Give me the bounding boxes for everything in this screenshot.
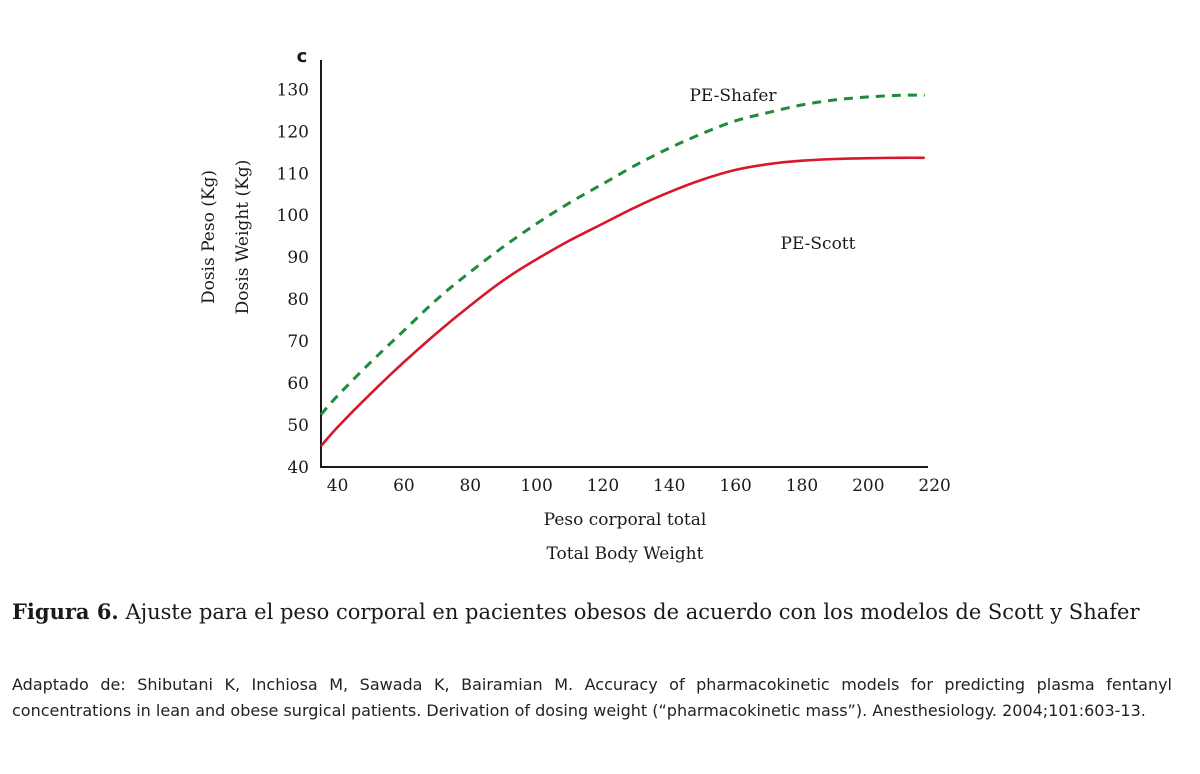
x-tick-label: 180 xyxy=(786,476,818,496)
figure-label: Figura 6. xyxy=(12,599,119,624)
plot-area: c 40 50 60 70 80 90 100 110 120 130 40 60 80 100 120 140… xyxy=(199,46,951,564)
series-label-pe-shafer: PE-Shafer xyxy=(689,86,777,106)
y-tick-label: 110 xyxy=(277,164,309,184)
x-tick-label: 100 xyxy=(520,476,552,496)
x-tick-label: 120 xyxy=(587,476,619,496)
y-tick-label: 80 xyxy=(287,290,309,310)
x-tick-label: 220 xyxy=(918,476,950,496)
source-citation: Adaptado de: Shibutani K, Inchiosa M, Sa… xyxy=(12,675,1172,720)
y-tick-label: 100 xyxy=(277,206,309,226)
y-tick-label: 90 xyxy=(287,248,309,268)
x-tick-label: 40 xyxy=(327,476,349,496)
y-axis-title-en: Dosis Weight (Kg) xyxy=(233,160,253,315)
x-tick-label: 60 xyxy=(393,476,415,496)
y-tick-label: 60 xyxy=(287,374,309,394)
x-tick-label: 200 xyxy=(852,476,884,496)
x-axis-title: Peso corporal total xyxy=(544,510,707,530)
y-tick-label: 50 xyxy=(287,416,309,436)
x-tick-label: 140 xyxy=(653,476,685,496)
y-axis-title: Dosis Peso (Kg) xyxy=(199,170,219,304)
body-weight-chart: c 40 50 60 70 80 90 100 110 120 130 40 60 80 100 120 140… xyxy=(199,46,951,564)
x-tick-label: 160 xyxy=(719,476,751,496)
x-axis-title-en: Total Body Weight xyxy=(547,544,704,564)
y-tick-label: 70 xyxy=(287,332,309,352)
series-line-pe-shafer xyxy=(319,93,925,416)
y-tick-label: 130 xyxy=(277,80,309,100)
x-tick-label: 80 xyxy=(459,476,481,496)
series-line-pe-scott xyxy=(320,156,925,447)
y-tick-label: 40 xyxy=(287,458,309,478)
y-tick-label: 120 xyxy=(277,122,309,142)
figure-caption: Figura 6. Ajuste para el peso corporal e… xyxy=(12,596,1172,628)
caption-text: Ajuste para el peso corporal en paciente… xyxy=(125,600,1140,624)
panel-letter: c xyxy=(297,46,308,67)
series-label-pe-scott: PE-Scott xyxy=(781,234,856,254)
